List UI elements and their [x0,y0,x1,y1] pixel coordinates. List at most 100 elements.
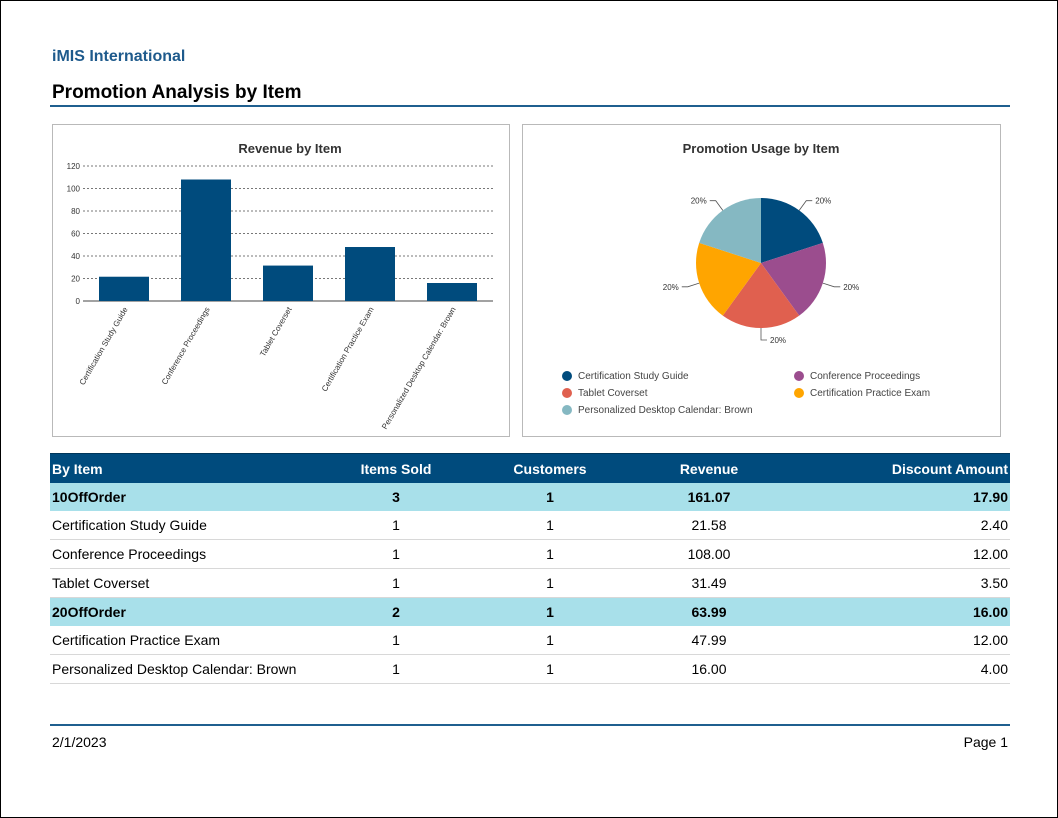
cell-discount: 16.00 [786,597,1010,626]
revenue-bar-chart: Revenue by Item 0 20 40 60 80 100 120 Certific… [52,124,510,437]
report-title: Promotion Analysis by Item [52,82,302,103]
footer-divider [50,724,1010,726]
cell-discount: 2.40 [786,511,1010,540]
cell-items-sold: 1 [324,568,468,598]
table-body: 10OffOrder 3 1 161.07 17.90 Certification Stu… [50,483,1010,684]
bar [99,276,149,301]
cell-item: 10OffOrder [50,483,324,511]
legend-label: Tablet Coverset [578,388,648,399]
x-tick-label: Personalized Desktop Calendar: Brown [380,306,458,431]
x-tick-label: Certification Study Guide [78,305,130,387]
table-row: Tablet Coverset 1 1 31.49 3.50 [50,568,1010,598]
pie-data-label: 20% [843,283,859,292]
pie-chart-svg: Promotion Usage by Item 20% 20% 20% 20%20% … [562,141,930,416]
legend-marker [562,388,572,398]
col-header-by-item: By Item [50,453,324,483]
pie-leader-line [681,282,700,288]
table-row: Conference Proceedings 1 1 108.00 12.00 [50,539,1010,569]
legend-label: Conference Proceedings [810,371,920,382]
bar [345,247,395,301]
y-tick-label: 120 [67,162,81,171]
footer-page-number: Page 1 [963,734,1008,750]
cell-customers: 1 [468,654,632,684]
bar-x-axis-labels: Certification Study Guide Conference Proc… [78,305,458,431]
pie-slice [761,242,826,316]
cell-customers: 1 [468,483,632,511]
bar-chart-title: Revenue by Item [238,141,341,156]
cell-item: Conference Proceedings [50,539,324,569]
cell-customers: 1 [468,626,632,655]
legend-marker [562,371,572,381]
col-header-revenue: Revenue [632,453,786,483]
footer-date: 2/1/2023 [52,734,107,750]
pie-slices [696,198,826,328]
cell-items-sold: 2 [324,597,468,626]
group-row: 10OffOrder 3 1 161.07 17.90 [50,483,1010,511]
cell-revenue: 108.00 [632,539,786,569]
y-tick-label: 60 [71,230,80,239]
pie-leader-line [709,200,724,211]
organization-name: iMIS International [52,48,186,65]
cell-revenue: 63.99 [632,597,786,626]
cell-discount: 3.50 [786,568,1010,598]
cell-revenue: 161.07 [632,483,786,511]
title-divider [50,105,1010,107]
y-tick-label: 20 [71,275,80,284]
cell-customers: 1 [468,511,632,540]
cell-revenue: 31.49 [632,568,786,598]
pie-chart-title: Promotion Usage by Item [683,141,840,156]
cell-item: Personalized Desktop Calendar: Brown [50,654,324,684]
cell-items-sold: 1 [324,626,468,655]
pie-data-label: 20% [770,336,786,345]
bar [263,265,313,301]
table-row: Certification Study Guide 1 1 21.58 2.40 [50,511,1010,540]
pie-slice [761,198,823,263]
cell-discount: 12.00 [786,626,1010,655]
pie-data-labels: 20% 20% 20% 20% 20% [663,197,859,345]
cell-revenue: 21.58 [632,511,786,540]
promotion-table: By Item Items Sold Customers Revenue Dis… [50,453,1010,684]
legend-label: Personalized Desktop Calendar: Brown [578,405,753,416]
pie-leader-line [798,200,813,211]
table-row: Personalized Desktop Calendar: Brown 1 1 16… [50,654,1010,684]
bar [427,283,477,301]
cell-item: Certification Study Guide [50,511,324,540]
cell-items-sold: 1 [324,539,468,569]
pie-legend: Certification Study Guide Conference Proc… [562,371,930,416]
cell-discount: 4.00 [786,654,1010,684]
cell-customers: 1 [468,539,632,569]
pie-data-label: 20% [663,283,679,292]
table-row: Certification Practice Exam 1 1 47.99 12.00 [50,626,1010,655]
promotion-pie-chart: Promotion Usage by Item 20% 20% 20% 20% 20% … [522,124,1001,437]
cell-discount: 12.00 [786,539,1010,569]
cell-customers: 1 [468,568,632,598]
cell-revenue: 47.99 [632,626,786,655]
cell-discount: 17.90 [786,483,1010,511]
bar-series [99,179,477,301]
x-tick-label: Tablet Coverset [258,305,294,358]
legend-marker [794,388,804,398]
cell-item: 20OffOrder [50,597,324,626]
cell-customers: 1 [468,597,632,626]
cell-revenue: 16.00 [632,654,786,684]
pie-data-label: 20% [691,197,707,206]
legend-marker [794,371,804,381]
group-row: 20OffOrder 2 1 63.99 16.00 [50,597,1010,626]
pie-leader-line [822,282,841,288]
y-tick-label: 40 [71,252,80,261]
pie-leader-line [760,328,767,341]
legend-marker [562,405,572,415]
bar-chart-svg: Revenue by Item 0 20 40 60 80 100 120 Certific… [67,141,493,431]
cell-items-sold: 1 [324,654,468,684]
pie-slice [699,198,761,263]
legend-label: Certification Practice Exam [810,388,930,399]
table-header-row: By Item Items Sold Customers Revenue Dis… [50,453,1010,483]
col-header-customers: Customers [468,453,632,483]
y-tick-label: 0 [76,297,81,306]
col-header-items-sold: Items Sold [324,453,468,483]
pie-data-label: 20% [815,197,831,206]
cell-items-sold: 1 [324,511,468,540]
pie-slice [696,242,761,316]
legend-label: Certification Study Guide [578,371,689,382]
